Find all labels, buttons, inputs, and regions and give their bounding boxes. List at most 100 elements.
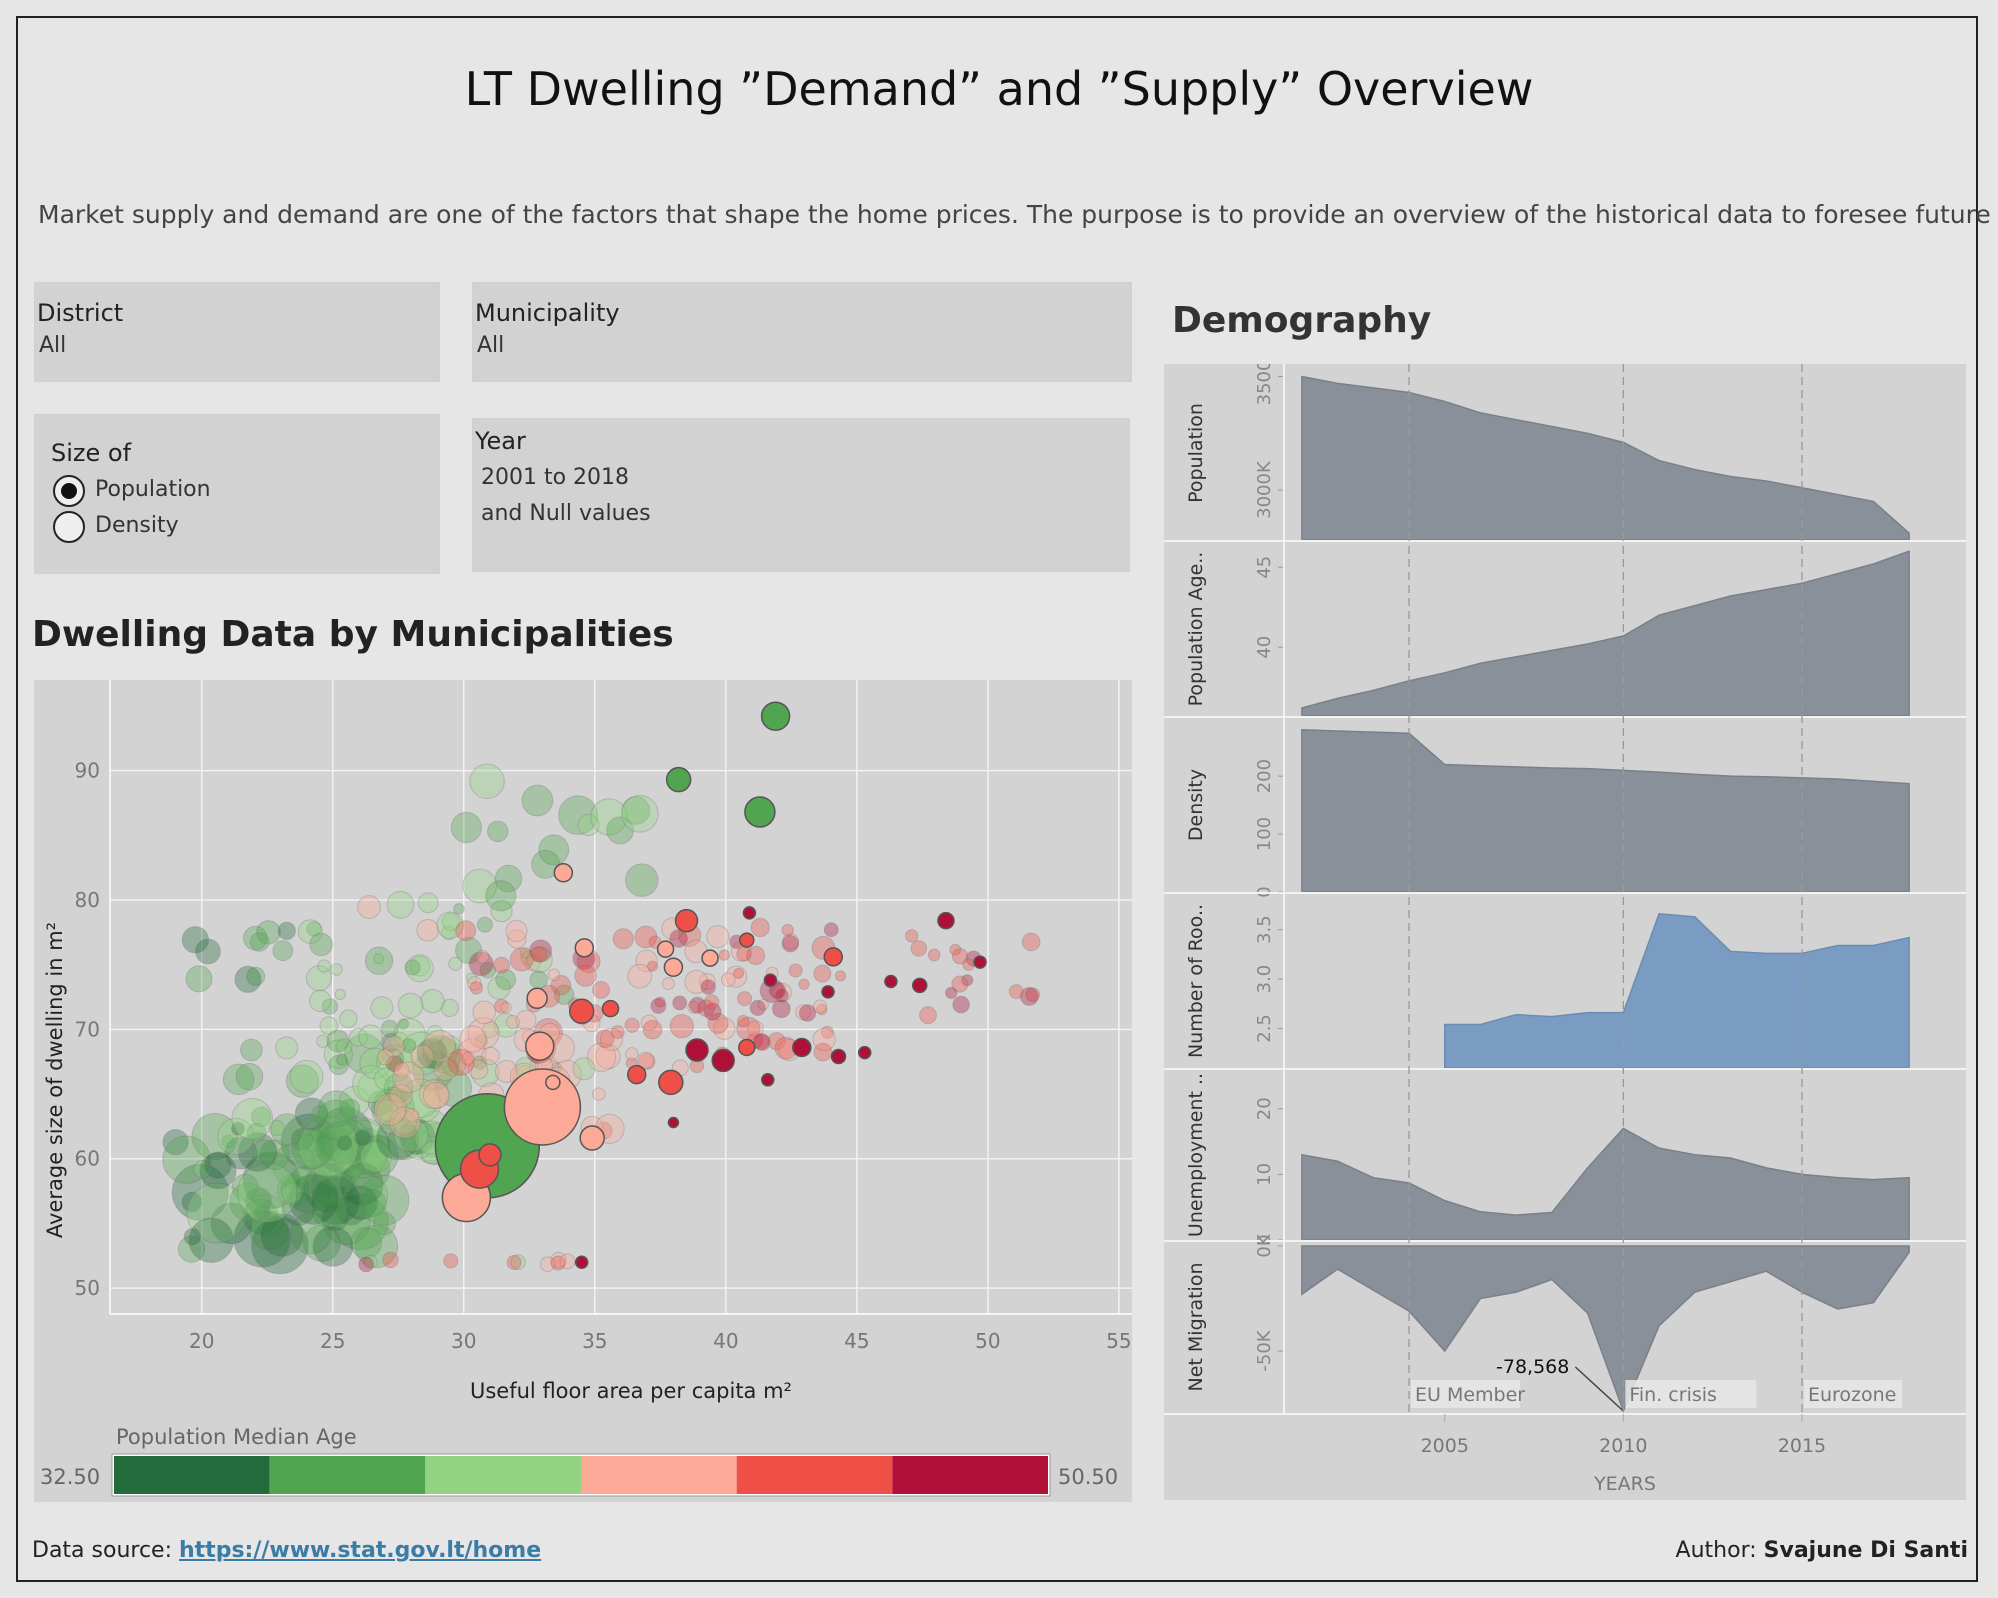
scatter-point[interactable] <box>739 932 755 948</box>
scatter-background-bubble <box>181 926 210 954</box>
scatter-point[interactable] <box>663 957 684 977</box>
scatter-background-bubble <box>249 1209 290 1250</box>
scatter-background-bubble <box>637 1051 655 1069</box>
scatter-background-bubble <box>373 1089 408 1124</box>
scatter-background-bubble <box>356 1134 399 1178</box>
scatter-background-bubble <box>500 1001 512 1014</box>
scatter-background-bubble <box>195 938 221 965</box>
scatter-background-bubble <box>379 1110 403 1134</box>
scatter-point[interactable] <box>503 1068 582 1146</box>
scatter-background-bubble <box>382 1251 399 1269</box>
scatter-point[interactable] <box>937 911 955 930</box>
scatter-background-bubble <box>393 1061 410 1078</box>
scatter-point[interactable] <box>738 1038 756 1057</box>
scatter-point[interactable] <box>760 1073 775 1087</box>
scatter-background-bubble <box>700 979 716 995</box>
year-filter[interactable]: Year 2001 to 2018 and Null values <box>472 418 1130 572</box>
scatter-background-bubble <box>231 1098 274 1140</box>
scatter-background-bubble <box>538 834 570 866</box>
demography-y-tick-label: 45 <box>1254 556 1275 579</box>
scatter-point[interactable] <box>665 766 692 793</box>
scatter-point[interactable] <box>553 863 574 883</box>
scatter-background-bubble <box>494 864 523 893</box>
scatter-point[interactable] <box>656 940 675 958</box>
scatter-point[interactable] <box>658 1069 684 1096</box>
scatter-background-bubble <box>242 1198 279 1235</box>
district-filter-value[interactable]: All <box>39 333 67 358</box>
scatter-background-bubble <box>290 1212 332 1255</box>
scatter-point[interactable] <box>574 1255 589 1269</box>
scatter-point[interactable] <box>545 1074 561 1091</box>
scatter-point[interactable] <box>626 1064 647 1085</box>
demography-y-tick-label: 3500K <box>1254 364 1275 405</box>
scatter-point[interactable] <box>478 1143 502 1167</box>
scatter-background-bubble <box>191 1113 239 1160</box>
scatter-background-bubble <box>288 1173 340 1225</box>
scatter-background-bubble <box>302 1129 327 1154</box>
scatter-background-bubble <box>550 975 572 996</box>
scatter-background-bubble <box>383 1048 405 1070</box>
dashboard-frame <box>16 16 1978 1582</box>
scatter-grid <box>110 680 1132 1314</box>
scatter-point[interactable] <box>701 949 719 967</box>
scatter-point[interactable] <box>526 987 548 1010</box>
scatter-background-bubble <box>470 1058 500 1088</box>
scatter-background-bubble <box>343 1185 378 1221</box>
scatter-point[interactable] <box>763 973 778 987</box>
scatter-background-bubble <box>472 1055 487 1070</box>
scatter-background-bubble <box>246 1122 267 1143</box>
demography-area[interactable] <box>1301 550 1910 717</box>
scatter-point[interactable] <box>911 977 928 994</box>
scatter-background-bubble <box>493 998 509 1014</box>
scatter-background-bubble <box>336 1135 353 1151</box>
scatter-point[interactable] <box>884 974 898 989</box>
scatter-background-bubble <box>625 1047 639 1061</box>
scatter-point[interactable] <box>667 1116 680 1129</box>
demography-area[interactable] <box>1444 913 1910 1069</box>
scatter-background-bubble <box>468 1059 489 1080</box>
scatter-background-bubble <box>750 917 770 938</box>
municipality-filter-label: Municipality <box>475 299 620 327</box>
scatter-background-bubble <box>547 968 561 982</box>
scatter-background-bubble <box>442 1059 460 1077</box>
scatter-background-bubble <box>599 1027 624 1051</box>
scatter-point[interactable] <box>685 1038 709 1062</box>
scatter-background-bubble <box>399 1118 436 1155</box>
district-filter[interactable]: District All <box>34 282 440 382</box>
scatter-point[interactable] <box>857 1045 872 1060</box>
event-label-bg <box>1803 1380 1902 1408</box>
scatter-point[interactable] <box>792 1037 812 1058</box>
scatter-point[interactable] <box>760 701 791 731</box>
scatter-background-bubble <box>520 950 536 966</box>
scatter-point[interactable] <box>568 998 595 1024</box>
scatter-background-bubble <box>410 1044 435 1069</box>
scatter-x-axis-label: Useful floor area per capita m² <box>470 1379 792 1403</box>
scatter-background-bubble <box>240 1038 263 1062</box>
scatter-point[interactable] <box>601 999 620 1018</box>
municipality-filter-value[interactable]: All <box>477 333 505 358</box>
scatter-background-bubble <box>386 890 415 919</box>
scatter-point[interactable] <box>579 1125 605 1151</box>
scatter-background-bubble <box>281 1191 316 1226</box>
scatter-point[interactable] <box>742 906 757 920</box>
scatter-background-bubble <box>753 1033 772 1051</box>
scatter-background-bubble <box>242 1151 301 1210</box>
scatter-background-bubble <box>315 1120 369 1174</box>
scatter-background-bubble <box>324 1119 372 1167</box>
scatter-background-bubble <box>951 975 969 993</box>
scatter-point[interactable] <box>674 908 699 933</box>
scatter-point[interactable] <box>821 985 835 999</box>
source-link[interactable]: https://www.stat.gov.lt/home <box>179 1538 542 1563</box>
scatter-point[interactable] <box>574 938 595 958</box>
scatter-point[interactable] <box>744 796 776 828</box>
demography-area[interactable] <box>1301 1127 1910 1241</box>
scatter-background-bubble <box>280 1113 338 1171</box>
scatter-point[interactable] <box>830 1048 847 1065</box>
scatter-point[interactable] <box>973 955 987 969</box>
scatter-point[interactable] <box>823 947 844 967</box>
scatter-point[interactable] <box>711 1048 735 1073</box>
scatter-point[interactable] <box>525 1031 555 1061</box>
municipality-filter[interactable]: Municipality All <box>472 282 1132 382</box>
scatter-background-bubble <box>310 1124 332 1145</box>
scatter-background-bubble <box>481 1021 499 1039</box>
